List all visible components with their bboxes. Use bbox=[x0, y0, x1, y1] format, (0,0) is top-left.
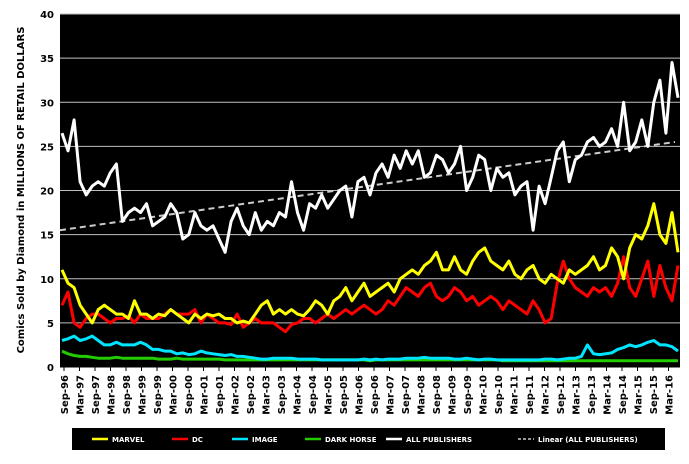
x-tick-label: Sep-05 bbox=[339, 375, 350, 414]
x-tick-label: Mar-16 bbox=[665, 375, 676, 415]
x-tick-label: Sep-99 bbox=[153, 375, 164, 414]
legend-box bbox=[72, 428, 665, 450]
legend-label: IMAGE bbox=[252, 436, 278, 444]
x-tick-label: Mar-15 bbox=[634, 375, 645, 415]
y-tick-label: 25 bbox=[40, 142, 54, 153]
legend-label: MARVEL bbox=[112, 436, 145, 444]
legend: MARVEL DC IMAGE DARK HORSE ALL PUBLISHERS Lin… bbox=[92, 436, 638, 444]
x-tick-label: Sep-09 bbox=[463, 375, 474, 414]
x-tick-label: Sep-04 bbox=[308, 375, 319, 414]
x-tick-label: Sep-14 bbox=[618, 375, 629, 414]
y-tick-label: 35 bbox=[40, 54, 54, 65]
legend-label: Linear (ALL PUBLISHERS) bbox=[538, 436, 638, 444]
x-tick-label: Mar-03 bbox=[262, 375, 273, 415]
y-tick-label: 15 bbox=[40, 231, 54, 242]
x-tick-label: Sep-07 bbox=[401, 375, 412, 414]
x-tick-label: Sep-12 bbox=[556, 375, 567, 414]
x-tick-label: Mar-13 bbox=[572, 375, 583, 415]
x-tick-label: Sep-10 bbox=[494, 375, 505, 414]
x-tick-label: Mar-08 bbox=[417, 375, 428, 415]
series-group bbox=[59, 61, 680, 363]
x-tick-label: Mar-10 bbox=[479, 375, 490, 415]
x-tick-label: Mar-12 bbox=[541, 375, 552, 415]
series-line-all-publishers bbox=[60, 61, 680, 254]
x-tick-label: Sep-97 bbox=[91, 375, 102, 414]
x-tick-label: Mar-07 bbox=[386, 375, 397, 415]
legend-label: DC bbox=[192, 436, 203, 444]
x-tick-label: Mar-06 bbox=[355, 375, 366, 415]
x-tick-label: Sep-02 bbox=[246, 375, 257, 414]
x-tick-label: Sep-98 bbox=[122, 375, 133, 414]
x-tick-label: Mar-01 bbox=[200, 375, 211, 415]
y-tick-label: 40 bbox=[40, 10, 54, 21]
x-tick-label: Mar-11 bbox=[510, 375, 521, 415]
y-tick-label: 10 bbox=[40, 275, 54, 286]
x-tick-label: Mar-02 bbox=[231, 375, 242, 415]
y-tick-label: 5 bbox=[47, 319, 54, 330]
x-tick-label: Sep-06 bbox=[370, 375, 381, 414]
x-tick-label: Sep-13 bbox=[587, 375, 598, 414]
y-axis: 0 5 10 15 20 25 30 35 40 bbox=[40, 10, 54, 374]
legend-label: ALL PUBLISHERS bbox=[406, 436, 472, 444]
series-line-image bbox=[61, 334, 679, 362]
y-tick-label: 0 bbox=[47, 363, 54, 374]
x-tick-label: Mar-97 bbox=[76, 375, 87, 415]
y-axis-label: Comics Sold by Diamond in MILLIONS OF RE… bbox=[16, 27, 27, 354]
x-axis: Sep-96 Mar-97 Sep-97 Mar-98 Sep-98 Mar-99 Sep-… bbox=[60, 366, 680, 415]
x-tick-label: Mar-05 bbox=[324, 375, 335, 415]
x-tick-label: Sep-03 bbox=[277, 375, 288, 414]
x-tick-label: Mar-14 bbox=[603, 375, 614, 415]
gridlines bbox=[60, 13, 680, 324]
x-tick-label: Sep-15 bbox=[649, 375, 660, 414]
x-tick-label: Mar-99 bbox=[138, 375, 149, 415]
x-tick-label: Sep-11 bbox=[525, 375, 536, 414]
x-tick-label: Sep-00 bbox=[184, 375, 195, 414]
y-tick-label: 20 bbox=[40, 187, 54, 198]
x-tick-label: Sep-01 bbox=[215, 375, 226, 414]
x-tick-label: Sep-96 bbox=[60, 375, 71, 414]
series-line-marvel bbox=[60, 202, 680, 325]
x-tick-label: Mar-00 bbox=[169, 375, 180, 415]
x-tick-label: Mar-09 bbox=[448, 375, 459, 415]
legend-label: DARK HORSE bbox=[325, 436, 377, 444]
x-tick-label: Sep-08 bbox=[432, 375, 443, 414]
x-tick-label: Mar-04 bbox=[293, 375, 304, 415]
x-tick-label: Mar-98 bbox=[107, 375, 118, 415]
y-tick-label: 30 bbox=[40, 98, 54, 109]
